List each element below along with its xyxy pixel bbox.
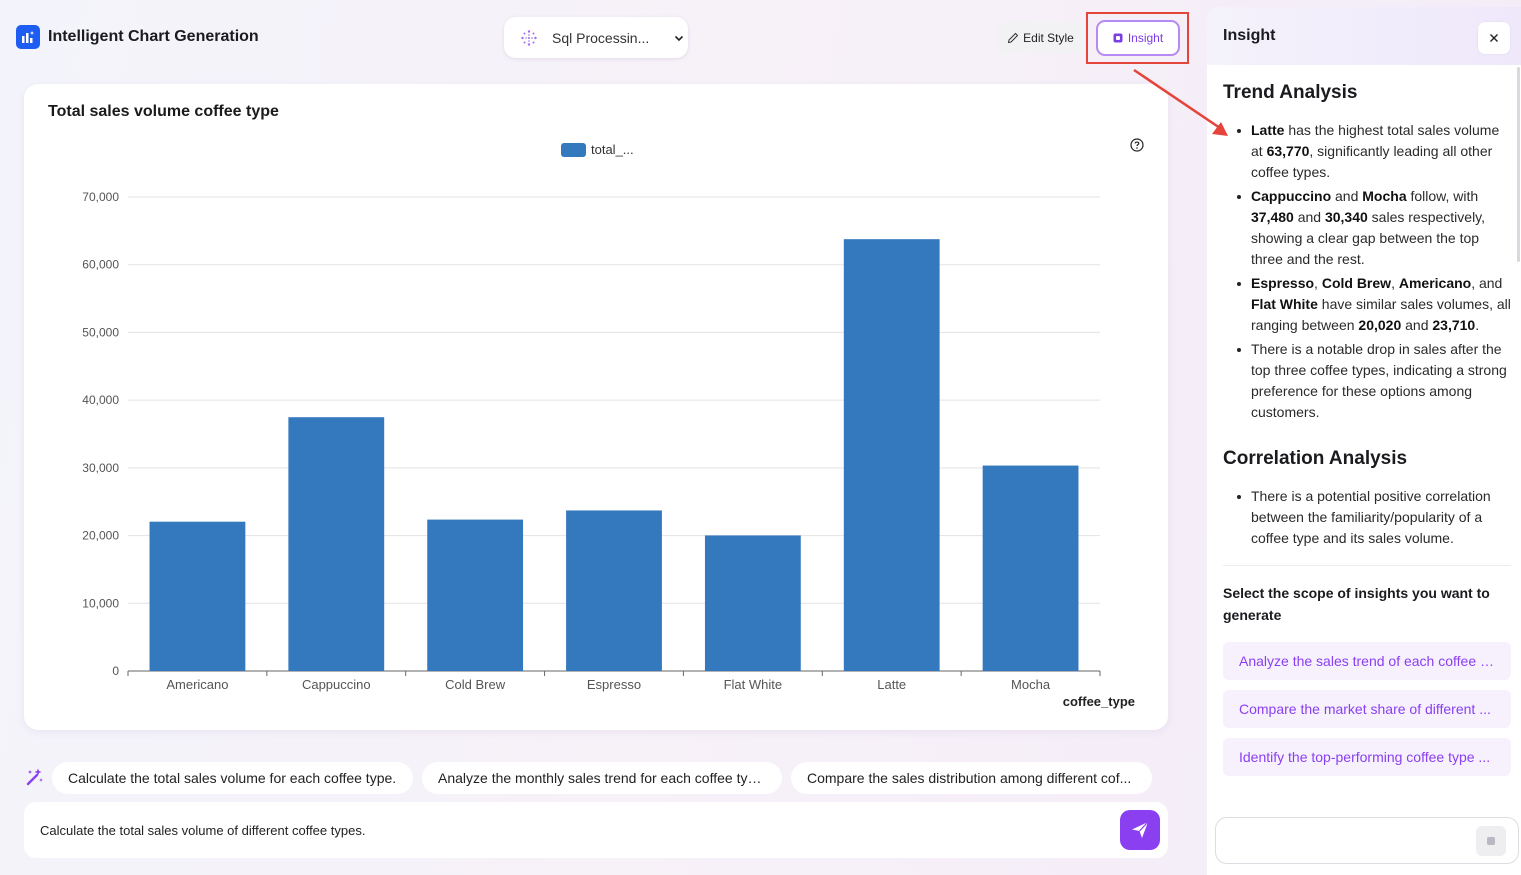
x-tick-label: Espresso	[587, 677, 641, 692]
scope-option[interactable]: Identify the top-performing coffee type …	[1223, 738, 1511, 776]
bar-chart: 0 10,000 20,000 30,000 40,000 50,000 60,000 70,…	[82, 142, 1135, 709]
sql-status-label: Sql Processin...	[552, 29, 650, 46]
app-title: Intelligent Chart Generation	[48, 28, 259, 45]
bullet-item: Latte has the highest total sales volume…	[1223, 120, 1511, 183]
insight-panel: Insight Trend Analysis Latte has the hig…	[1207, 7, 1521, 875]
sparkle-wand-icon	[26, 768, 43, 786]
bullet-item: Cappuccino and Mocha follow, with 37,480…	[1223, 186, 1511, 270]
trend-heading: Trend Analysis	[1223, 82, 1358, 103]
insight-icon	[1113, 33, 1123, 43]
bar	[288, 417, 385, 671]
close-button[interactable]	[1478, 22, 1510, 54]
y-tick-label: 70,000	[82, 190, 119, 204]
insight-label: Insight	[1127, 31, 1164, 45]
divider	[1223, 565, 1511, 566]
insight-send-button[interactable]	[1476, 826, 1506, 856]
y-tick-label: 30,000	[82, 461, 119, 475]
highlight-box	[1086, 12, 1189, 64]
suggestion-chip[interactable]: Compare the sales distribution among dif…	[791, 762, 1152, 794]
pencil-icon	[1008, 32, 1019, 44]
app-logo-icon	[16, 25, 40, 49]
scope-label: Select the scope of insights you want to…	[1223, 585, 1490, 623]
loading-dots-icon	[521, 29, 537, 46]
panel-header: Insight	[1207, 7, 1521, 65]
send-button[interactable]	[1120, 810, 1160, 850]
bar	[843, 239, 940, 671]
bar	[566, 510, 662, 671]
close-icon	[1490, 34, 1498, 42]
suggestion-chip[interactable]: Analyze the monthly sales trend for each…	[422, 762, 782, 794]
bar	[149, 521, 246, 671]
correlation-list: There is a potential positive correlatio…	[1223, 486, 1511, 552]
bar	[982, 465, 1079, 671]
legend-label: total_...	[591, 142, 634, 157]
edit-style-button[interactable]: Edit Style	[997, 22, 1084, 54]
panel-title: Insight	[1223, 27, 1276, 44]
trend-list: Latte has the highest total sales volume…	[1223, 120, 1511, 426]
legend-swatch	[561, 143, 586, 157]
x-axis-title: coffee_type	[1063, 694, 1135, 709]
insight-button[interactable]: Insight	[1096, 20, 1180, 56]
chat-input-value: Calculate the total sales volume of diff…	[40, 822, 366, 838]
bullet-item: There is a notable drop in sales after t…	[1223, 339, 1511, 423]
y-tick-label: 10,000	[82, 596, 119, 610]
bar	[427, 519, 524, 671]
y-tick-label: 20,000	[82, 529, 119, 543]
scrollbar[interactable]	[1517, 67, 1520, 262]
stop-icon	[1487, 837, 1495, 845]
edit-style-label: Edit Style	[1023, 31, 1074, 45]
chart-card: Total sales volume coffee type 0 10,000 20…	[24, 84, 1168, 730]
chart-title: Total sales volume coffee type	[48, 103, 279, 120]
x-tick-label: Latte	[877, 677, 906, 692]
x-tick-label: Flat White	[724, 677, 783, 692]
chat-input[interactable]: Calculate the total sales volume of diff…	[24, 802, 1168, 858]
bullet-item: Espresso, Cold Brew, Americano, and Flat…	[1223, 273, 1511, 336]
correlation-heading: Correlation Analysis	[1223, 448, 1408, 469]
x-tick-label: Cold Brew	[445, 677, 506, 692]
y-tick-label: 0	[112, 664, 119, 678]
help-icon[interactable]	[1130, 138, 1144, 152]
chevron-down-icon	[675, 35, 684, 41]
top-bar: Intelligent Chart Generation Sql Process…	[0, 0, 1192, 70]
sql-status-dropdown[interactable]: Sql Processin...	[504, 17, 688, 58]
send-icon	[1132, 821, 1149, 838]
y-tick-label: 40,000	[82, 393, 119, 407]
y-tick-label: 60,000	[82, 258, 119, 272]
insight-input[interactable]	[1215, 817, 1519, 864]
bullet-item: There is a potential positive correlatio…	[1223, 486, 1511, 549]
scope-option[interactable]: Analyze the sales trend of each coffee t…	[1223, 642, 1511, 680]
x-tick-label: Americano	[166, 677, 228, 692]
bar	[704, 535, 801, 671]
suggestion-chip[interactable]: Calculate the total sales volume for eac…	[52, 762, 413, 794]
x-tick-label: Cappuccino	[302, 677, 371, 692]
scope-option[interactable]: Compare the market share of different ..…	[1223, 690, 1511, 728]
callout-arrow-icon	[1133, 68, 1228, 136]
y-tick-label: 50,000	[82, 325, 119, 339]
x-tick-label: Mocha	[1011, 677, 1051, 692]
